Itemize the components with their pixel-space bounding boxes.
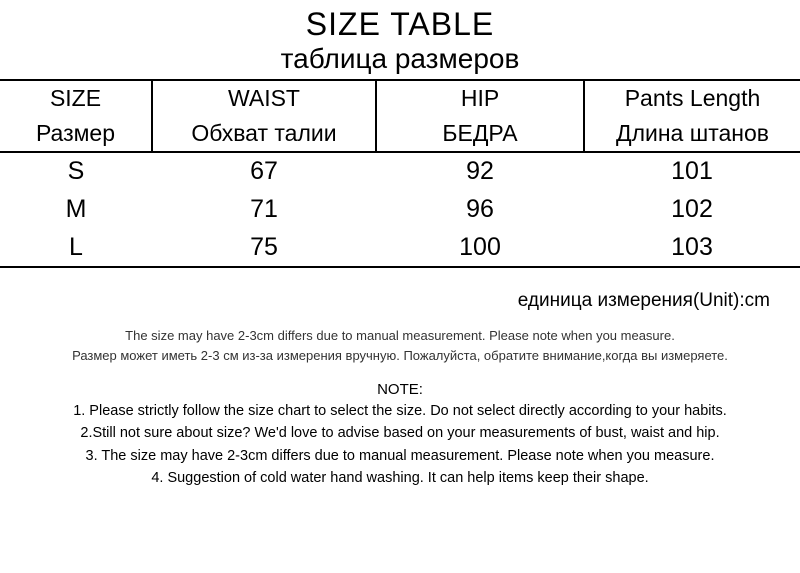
note-item: 2.Still not sure about size? We'd love t…: [6, 422, 794, 444]
cell-hip: 100: [376, 229, 584, 268]
title-block: SIZE TABLE таблица размеров: [0, 0, 800, 75]
cell-waist: 75: [152, 229, 376, 268]
col-hip-en: HIP: [376, 80, 584, 116]
col-size-en: SIZE: [0, 80, 152, 116]
table-row: M 71 96 102: [0, 191, 800, 229]
cell-length: 101: [584, 152, 800, 191]
note-item: 1. Please strictly follow the size chart…: [6, 400, 794, 422]
cell-size: S: [0, 152, 152, 191]
cell-hip: 96: [376, 191, 584, 229]
col-length-en: Pants Length: [584, 80, 800, 116]
unit-line: единица измерения(Unit):cm: [0, 268, 800, 316]
size-table: SIZE WAIST HIP Pants Length Размер Обхва…: [0, 79, 800, 268]
table-body: S 67 92 101 M 71 96 102 L 75 100 103: [0, 152, 800, 267]
table-header: SIZE WAIST HIP Pants Length Размер Обхва…: [0, 80, 800, 152]
cell-length: 103: [584, 229, 800, 268]
cell-hip: 92: [376, 152, 584, 191]
col-hip-ru: БЕДРА: [376, 116, 584, 152]
disclaimer-ru: Размер может иметь 2-3 см из-за измерени…: [10, 346, 790, 366]
col-waist-ru: Обхват талии: [152, 116, 376, 152]
col-size-ru: Размер: [0, 116, 152, 152]
cell-waist: 71: [152, 191, 376, 229]
title-ru: таблица размеров: [0, 43, 800, 75]
cell-size: M: [0, 191, 152, 229]
disclaimer-en: The size may have 2-3cm differs due to m…: [10, 326, 790, 346]
disclaimer-block: The size may have 2-3cm differs due to m…: [0, 316, 800, 366]
table-row: L 75 100 103: [0, 229, 800, 268]
notes-block: 1. Please strictly follow the size chart…: [0, 398, 800, 490]
table-row: S 67 92 101: [0, 152, 800, 191]
col-waist-en: WAIST: [152, 80, 376, 116]
note-item: 3. The size may have 2-3cm differs due t…: [6, 445, 794, 467]
cell-waist: 67: [152, 152, 376, 191]
cell-length: 102: [584, 191, 800, 229]
cell-size: L: [0, 229, 152, 268]
note-heading: NOTE:: [0, 367, 800, 398]
title-en: SIZE TABLE: [0, 6, 800, 43]
col-length-ru: Длина штанов: [584, 116, 800, 152]
note-item: 4. Suggestion of cold water hand washing…: [6, 467, 794, 489]
